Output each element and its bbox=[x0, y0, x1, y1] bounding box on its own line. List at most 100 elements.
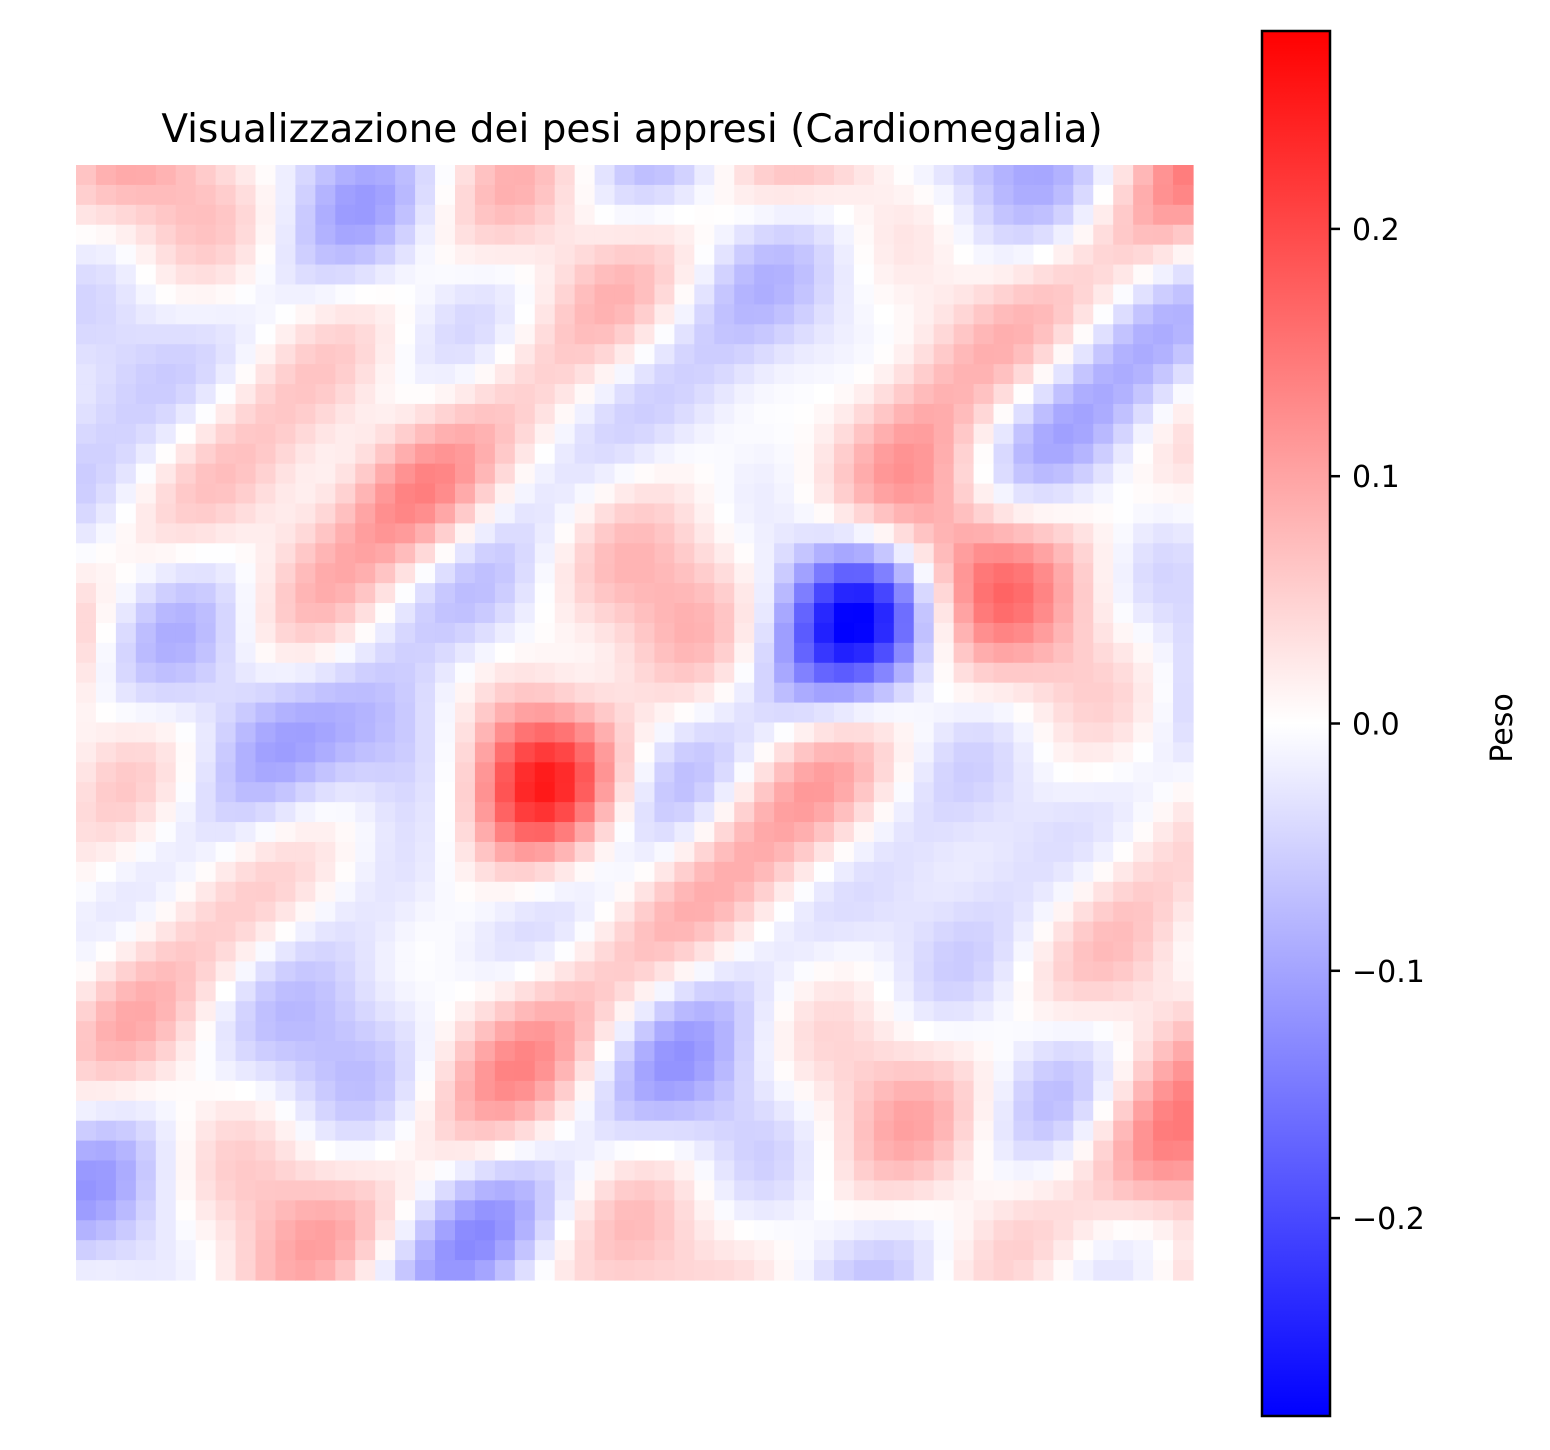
heatmap-cell bbox=[594, 722, 616, 744]
heatmap-cell bbox=[1093, 901, 1114, 923]
heatmap-cell bbox=[1093, 543, 1114, 564]
heatmap-cell bbox=[435, 423, 456, 445]
heatmap-cell bbox=[76, 901, 97, 923]
heatmap-cell bbox=[933, 1160, 955, 1182]
heatmap-cell bbox=[295, 622, 316, 644]
heatmap-cell bbox=[115, 1200, 137, 1221]
heatmap-cell bbox=[1033, 782, 1054, 803]
heatmap-cell bbox=[1053, 443, 1074, 465]
heatmap-cell bbox=[933, 1041, 955, 1062]
heatmap-cell bbox=[1113, 642, 1134, 664]
heatmap-cell bbox=[135, 384, 157, 405]
heatmap-cell bbox=[1093, 941, 1114, 963]
heatmap-cell bbox=[933, 264, 955, 286]
heatmap-cell bbox=[514, 204, 536, 226]
heatmap-cell bbox=[175, 244, 197, 266]
heatmap-cell bbox=[674, 403, 695, 425]
heatmap-cell bbox=[873, 1001, 895, 1022]
heatmap-cell bbox=[195, 1120, 217, 1142]
heatmap-cell bbox=[1173, 682, 1194, 704]
heatmap-cell bbox=[933, 563, 955, 584]
heatmap-cell bbox=[1113, 324, 1134, 345]
heatmap-cell bbox=[574, 244, 596, 266]
heatmap-cell bbox=[1173, 1260, 1194, 1281]
heatmap-cell bbox=[993, 682, 1015, 704]
heatmap-cell bbox=[1093, 662, 1114, 684]
heatmap-cell bbox=[335, 583, 356, 604]
heatmap-cell bbox=[454, 682, 476, 704]
heatmap-cell bbox=[395, 941, 416, 963]
heatmap-cell bbox=[734, 1220, 755, 1241]
heatmap-cell bbox=[953, 682, 975, 704]
heatmap-cell bbox=[574, 1260, 596, 1281]
heatmap-cell bbox=[1073, 642, 1094, 664]
heatmap-cell bbox=[853, 1140, 875, 1162]
heatmap-cell bbox=[454, 344, 476, 365]
heatmap-cell bbox=[155, 1140, 177, 1162]
heatmap-cell bbox=[1013, 603, 1035, 624]
heatmap-cell bbox=[514, 921, 536, 943]
heatmap-cell bbox=[754, 165, 775, 186]
heatmap-cell bbox=[295, 822, 316, 843]
heatmap-cell bbox=[375, 304, 396, 325]
heatmap-cell bbox=[794, 941, 815, 963]
heatmap-cell bbox=[415, 702, 436, 724]
heatmap-cell bbox=[993, 224, 1015, 246]
heatmap-cell bbox=[275, 264, 297, 286]
heatmap-cell bbox=[893, 901, 915, 923]
heatmap-cell bbox=[355, 861, 376, 883]
heatmap-cell bbox=[395, 762, 416, 783]
heatmap-cell bbox=[415, 1021, 436, 1042]
heatmap-cell bbox=[76, 1120, 97, 1142]
heatmap-cell bbox=[474, 722, 496, 744]
heatmap-cell bbox=[674, 901, 695, 923]
heatmap-cell bbox=[734, 642, 755, 664]
heatmap-cell bbox=[195, 1180, 217, 1201]
heatmap-cell bbox=[355, 503, 376, 524]
heatmap-cell bbox=[1073, 881, 1094, 903]
heatmap-cell bbox=[375, 384, 396, 405]
heatmap-cell bbox=[1093, 1260, 1114, 1281]
heatmap-cell bbox=[1013, 1260, 1035, 1281]
heatmap-cell bbox=[115, 264, 137, 286]
heatmap-cell bbox=[893, 304, 915, 325]
heatmap-cell bbox=[933, 1220, 955, 1241]
heatmap-cell bbox=[514, 423, 536, 445]
heatmap-cell bbox=[554, 1200, 576, 1221]
heatmap-cell bbox=[275, 1140, 297, 1162]
heatmap-cell bbox=[654, 722, 675, 744]
heatmap-cell bbox=[375, 165, 396, 186]
heatmap-cell bbox=[634, 483, 656, 505]
heatmap-cell bbox=[754, 583, 775, 604]
heatmap-cell bbox=[215, 662, 237, 684]
heatmap-cell bbox=[853, 503, 875, 524]
heatmap-cell bbox=[1153, 483, 1174, 505]
heatmap-cell bbox=[315, 1160, 336, 1182]
heatmap-cell bbox=[1033, 901, 1054, 923]
heatmap-cell bbox=[1013, 841, 1035, 863]
heatmap-cell bbox=[1133, 1060, 1154, 1082]
heatmap-cell bbox=[255, 1060, 277, 1082]
heatmap-cell bbox=[454, 204, 476, 226]
heatmap-cell bbox=[554, 443, 576, 465]
heatmap-cell bbox=[375, 1120, 396, 1142]
heatmap-cell bbox=[255, 523, 277, 544]
heatmap-cell bbox=[594, 662, 616, 684]
heatmap-cell bbox=[435, 204, 456, 226]
heatmap-cell bbox=[235, 523, 257, 544]
heatmap-cell bbox=[435, 1080, 456, 1102]
heatmap-cell bbox=[953, 563, 975, 584]
heatmap-cell bbox=[953, 244, 975, 266]
heatmap-cell bbox=[1113, 364, 1134, 385]
heatmap-cell bbox=[794, 722, 815, 744]
heatmap-cell bbox=[893, 1200, 915, 1221]
heatmap-cell bbox=[355, 921, 376, 943]
heatmap-cell bbox=[215, 881, 237, 903]
heatmap-cell bbox=[1153, 1041, 1174, 1062]
heatmap-cell bbox=[814, 921, 835, 943]
heatmap-cell bbox=[255, 881, 277, 903]
heatmap-cell bbox=[614, 1100, 636, 1122]
heatmap-cell bbox=[1113, 1021, 1134, 1042]
heatmap-cell bbox=[514, 622, 536, 644]
heatmap-cell bbox=[873, 901, 895, 923]
